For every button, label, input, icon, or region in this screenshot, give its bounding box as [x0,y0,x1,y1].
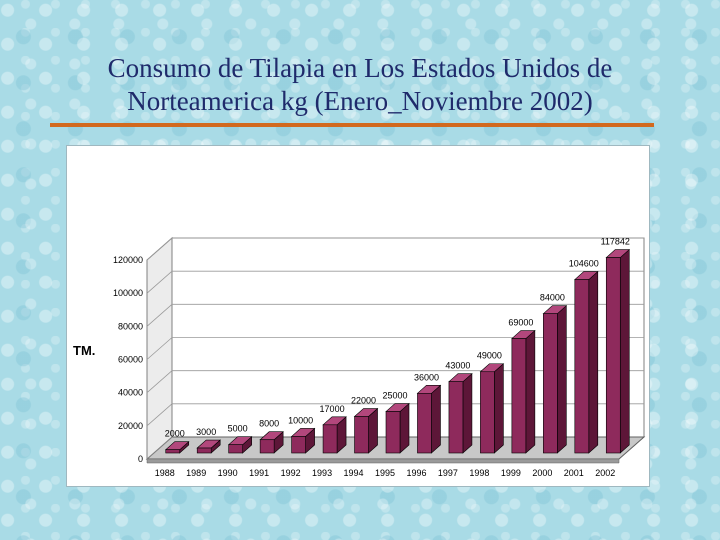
data-label: 10000 [288,415,313,425]
bar [290,427,316,454]
bar [227,436,253,454]
bar [605,248,631,454]
bar-front [605,257,621,454]
bar-front [291,436,306,454]
x-tick-label: 2000 [532,468,552,478]
title-line-2: Norteamerica kg (Enero_Noviembre 2002) [127,86,593,116]
y-tick-label: 20000 [118,421,143,431]
x-tick-label: 1998 [469,468,489,478]
data-labels: 2000 3000 5000 8000 10000 17000 22000 25000 3600… [165,237,630,439]
y-axis-ticks: 0 20000 40000 60000 80000 100000 120000 [113,255,143,464]
bar-front [259,439,275,454]
floor-edge [146,458,620,464]
bar-side [557,305,567,454]
bar-front [322,424,338,454]
bar-side [431,384,441,454]
bar-side [588,270,599,454]
data-label: 69000 [508,318,533,328]
data-label: 25000 [382,391,407,401]
data-label: 22000 [351,396,376,406]
x-tick-label: 1990 [218,468,238,478]
bar [511,329,536,454]
data-label: 117842 [601,237,630,247]
bar [322,416,347,454]
bar [385,402,410,454]
y-tick-label: 60000 [118,355,143,365]
x-tick-label: 1988 [155,468,175,478]
bar-front [448,381,464,454]
data-label: 2000 [165,429,185,439]
bar-side [525,329,536,454]
x-tick-label: 1996 [406,468,426,478]
bar-front [165,449,181,454]
gridline-side [146,304,173,327]
y-tick-label: 120000 [113,255,143,265]
y-tick-label: 100000 [113,288,143,298]
bars [164,248,631,454]
chart-panel: 0 20000 40000 60000 80000 100000 120000 2000 30… [66,145,650,487]
bar-front [511,338,527,454]
gridline-side [146,403,173,427]
data-label: 17000 [320,404,345,414]
gridline-side [146,270,173,294]
x-tick-label: 1999 [501,468,521,478]
bar [479,363,505,454]
data-label: 104600 [569,259,599,269]
bar [196,439,221,454]
x-tick-label: 2001 [564,468,584,478]
x-tick-label: 2002 [595,468,615,478]
bar-front [417,393,432,454]
y-axis-label: TM. [73,343,95,358]
x-tick-label: 1989 [186,468,206,478]
bar-front [196,447,212,454]
bar-side [619,248,630,454]
bar-front [480,371,495,454]
data-label: 49000 [477,351,502,361]
bar-front [385,411,401,454]
y-tick-label: 40000 [118,388,143,398]
gridline-side [146,370,173,393]
slide-title: Consumo de Tilapia en Los Estados Unidos… [20,52,700,118]
bar [448,373,473,454]
x-tick-label: 1992 [281,468,301,478]
x-axis-ticks: 1988 1989 1990 1991 1992 1993 1994 1995 1996 1997… [155,468,616,478]
bar [574,270,599,454]
bar [164,441,190,454]
x-tick-label: 1995 [375,468,395,478]
data-label: 8000 [259,419,279,429]
x-tick-label: 1994 [344,468,364,478]
bar [353,407,379,454]
bar-side [399,402,410,454]
gridline-side [146,237,173,261]
bar-front [354,416,369,454]
data-label: 3000 [196,427,216,437]
data-label: 43000 [445,361,470,371]
bar [259,431,284,454]
data-label: 36000 [414,372,439,382]
bar-chart: 0 20000 40000 60000 80000 100000 120000 2000 30… [73,237,646,478]
bar-side [494,363,504,454]
x-tick-label: 1991 [249,468,269,478]
bar [416,384,442,454]
x-tick-label: 1997 [438,468,458,478]
title-underline [50,123,654,127]
data-label: 84000 [540,293,565,303]
data-label: 5000 [228,424,248,434]
bar-front [543,313,558,454]
bar [542,305,568,454]
y-tick-label: 80000 [118,321,143,331]
bar-side [462,373,473,454]
gridline-side [146,337,173,360]
x-tick-label: 1993 [312,468,332,478]
bar-front [574,279,590,454]
title-line-1: Consumo de Tilapia en Los Estados Unidos… [107,53,613,83]
y-tick-label: 0 [138,454,143,464]
bar-front [228,444,243,454]
